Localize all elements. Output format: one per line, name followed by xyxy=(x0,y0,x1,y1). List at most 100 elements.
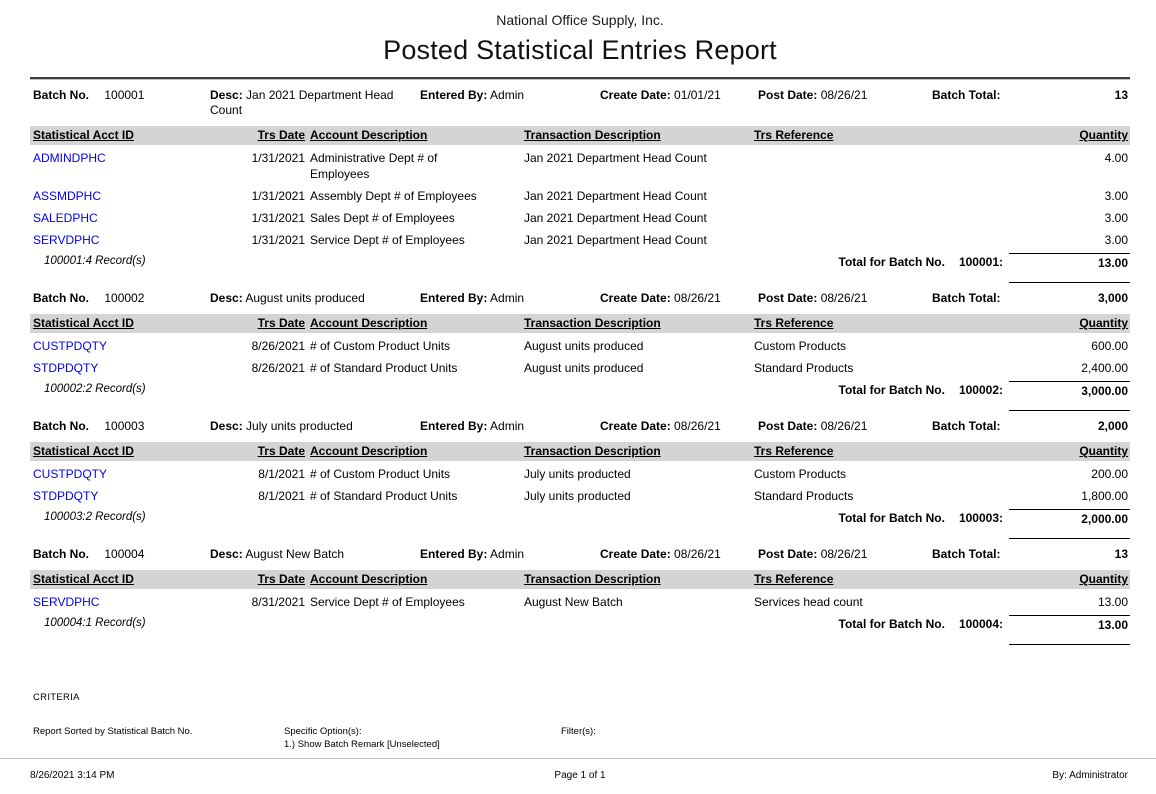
batch-no-label: Batch No. xyxy=(33,291,90,305)
acct-id-link[interactable]: SALEDPHC xyxy=(33,211,98,225)
col-transaction-description: Transaction Description xyxy=(524,316,661,330)
trs-date-cell: 8/26/2021 xyxy=(251,339,305,353)
batch-rows: ADMINDPHC 1/31/2021 Administrative Dept … xyxy=(30,145,1130,249)
transaction-desc-cell: August New Batch xyxy=(524,595,623,609)
total-quantity-value: 13.00 xyxy=(1009,253,1130,283)
entered-by-label: Entered By: xyxy=(420,547,488,561)
account-desc-cell: Assembly Dept # of Employees xyxy=(305,188,519,204)
col-transaction-description: Transaction Description xyxy=(524,128,661,142)
desc-label: Desc: xyxy=(210,547,243,561)
post-date-value: 08/26/21 xyxy=(820,88,868,102)
col-trs-date: Trs Date xyxy=(257,572,305,586)
acct-id-link[interactable]: ADMINDPHC xyxy=(33,151,106,165)
acct-id-link[interactable]: CUSTPDQTY xyxy=(33,467,108,481)
quantity-cell: 600.00 xyxy=(1091,339,1128,353)
col-quantity: Quantity xyxy=(1079,444,1128,458)
acct-id-link[interactable]: STDPDQTY xyxy=(33,361,99,375)
batch-rows: SERVDPHC 8/31/2021 Service Dept # of Emp… xyxy=(30,589,1130,611)
footer-divider xyxy=(0,758,1156,759)
post-date-cell: Post Date: 08/26/21 xyxy=(758,291,932,306)
col-trs-reference: Trs Reference xyxy=(754,444,834,458)
acct-id-link[interactable]: SERVDPHC xyxy=(33,233,100,247)
account-desc-text: Sales Dept # of Employees xyxy=(310,211,455,225)
quantity-cell: 3.00 xyxy=(1104,233,1128,247)
trs-date-cell: 1/31/2021 xyxy=(251,211,305,225)
quantity-cell: 1,800.00 xyxy=(1081,489,1128,503)
table-row: CUSTPDQTY 8/1/2021 # of Custom Product U… xyxy=(30,461,1130,483)
report-footer: 8/26/2021 3:14 PM Page 1 of 1 By: Admini… xyxy=(30,770,1130,781)
total-for-batch-label: Total for Batch No. xyxy=(838,383,945,397)
total-batch-ref: 100002: xyxy=(958,383,1003,397)
record-count: 100002:2 Record(s) xyxy=(44,383,146,395)
total-for-batch-label: Total for Batch No. xyxy=(838,511,945,525)
account-desc-cell: # of Standard Product Units xyxy=(305,360,519,376)
table-row: SERVDPHC 1/31/2021 Service Dept # of Emp… xyxy=(30,227,1130,249)
col-statistical-acct-id: Statistical Acct ID xyxy=(33,128,134,142)
batch-no-label: Batch No. xyxy=(33,419,90,433)
table-row: SERVDPHC 8/31/2021 Service Dept # of Emp… xyxy=(30,589,1130,611)
create-date-label: Create Date: xyxy=(600,547,671,561)
account-desc-cell: # of Standard Product Units xyxy=(305,488,519,504)
transaction-desc-cell: July units producted xyxy=(524,489,631,503)
batch-total-label: Batch Total: xyxy=(932,419,1001,433)
entered-by-label: Entered By: xyxy=(420,291,488,305)
company-name: National Office Supply, Inc. xyxy=(496,12,664,28)
transaction-desc-cell: Jan 2021 Department Head Count xyxy=(524,211,707,225)
quantity-cell: 3.00 xyxy=(1104,211,1128,225)
batch-no-label: Batch No. xyxy=(33,547,90,561)
quantity-cell: 4.00 xyxy=(1104,151,1128,165)
transaction-desc-cell: Jan 2021 Department Head Count xyxy=(524,151,707,165)
column-header-row: Statistical Acct ID Trs Date Account Des… xyxy=(30,442,1130,461)
account-desc-text: # of Standard Product Units xyxy=(310,489,458,503)
total-quantity-value: 2,000.00 xyxy=(1009,509,1130,539)
entered-by-cell: Entered By: Admin xyxy=(420,291,600,306)
column-header-row: Statistical Acct ID Trs Date Account Des… xyxy=(30,570,1130,589)
col-statistical-acct-id: Statistical Acct ID xyxy=(33,316,134,330)
batch-no-label: Batch No. xyxy=(33,88,90,102)
transaction-desc-cell: July units producted xyxy=(524,467,631,481)
batch-header: Batch No. 100002 Desc: August units prod… xyxy=(30,283,1130,309)
column-header-row: Statistical Acct ID Trs Date Account Des… xyxy=(30,314,1130,333)
entered-by-label: Entered By: xyxy=(420,88,488,102)
trs-reference-cell xyxy=(749,232,1009,248)
table-row: SALEDPHC 1/31/2021 Sales Dept # of Emplo… xyxy=(30,205,1130,227)
footer-printed-by: By: Administrator xyxy=(1052,770,1128,781)
acct-id-link[interactable]: ASSMDPHC xyxy=(33,189,102,203)
title-divider xyxy=(30,77,1130,80)
col-trs-date: Trs Date xyxy=(257,444,305,458)
acct-id-link[interactable]: STDPDQTY xyxy=(33,489,99,503)
desc-value: August units produced xyxy=(245,291,365,305)
entered-by-cell: Entered By: Admin xyxy=(420,419,600,434)
criteria-specific-options: Specific Option(s): 1.) Show Batch Remar… xyxy=(284,725,561,751)
account-desc-cell: Administrative Dept # of Employees xyxy=(305,150,519,182)
total-batch-ref: 100001: xyxy=(958,255,1003,269)
post-date-cell: Post Date: 08/26/21 xyxy=(758,547,932,562)
quantity-cell: 2,400.00 xyxy=(1081,361,1128,375)
record-count: 100003:2 Record(s) xyxy=(44,511,146,523)
account-desc-cell: Sales Dept # of Employees xyxy=(305,210,519,226)
desc-value: July units producted xyxy=(246,419,353,433)
desc-label: Desc: xyxy=(210,419,243,433)
batch-no-value: 100002 xyxy=(104,291,145,305)
table-row: ADMINDPHC 1/31/2021 Administrative Dept … xyxy=(30,145,1130,183)
batches-container: Batch No. 100001 Desc: Jan 2021 Departme… xyxy=(30,80,1130,645)
col-quantity: Quantity xyxy=(1079,316,1128,330)
create-date-value: 08/26/21 xyxy=(674,547,721,561)
trs-date-cell: 1/31/2021 xyxy=(251,189,305,203)
account-desc-cell: Service Dept # of Employees xyxy=(305,594,519,610)
acct-id-link[interactable]: CUSTPDQTY xyxy=(33,339,108,353)
account-desc-text: Service Dept # of Employees xyxy=(310,233,465,247)
trs-reference-cell: Standard Products xyxy=(754,489,854,503)
criteria-sorted-by: Report Sorted by Statistical Batch No. xyxy=(33,726,193,737)
record-count: 100004:1 Record(s) xyxy=(44,617,146,629)
create-date-cell: Create Date: 08/26/21 xyxy=(600,419,758,434)
post-date-cell: Post Date: 08/26/21 xyxy=(758,419,932,434)
post-date-label: Post Date: xyxy=(758,88,818,102)
col-transaction-description: Transaction Description xyxy=(524,444,661,458)
batch-section: Batch No. 100002 Desc: August units prod… xyxy=(30,283,1130,411)
acct-id-link[interactable]: SERVDPHC xyxy=(33,595,100,609)
batch-section: Batch No. 100004 Desc: August New Batch … xyxy=(30,539,1130,645)
entered-by-value: Admin xyxy=(490,88,525,102)
report-content: National Office Supply, Inc. Posted Stat… xyxy=(30,0,1130,751)
batch-total-row: 100004:1 Record(s) Total for Batch No. 1… xyxy=(30,611,1130,645)
